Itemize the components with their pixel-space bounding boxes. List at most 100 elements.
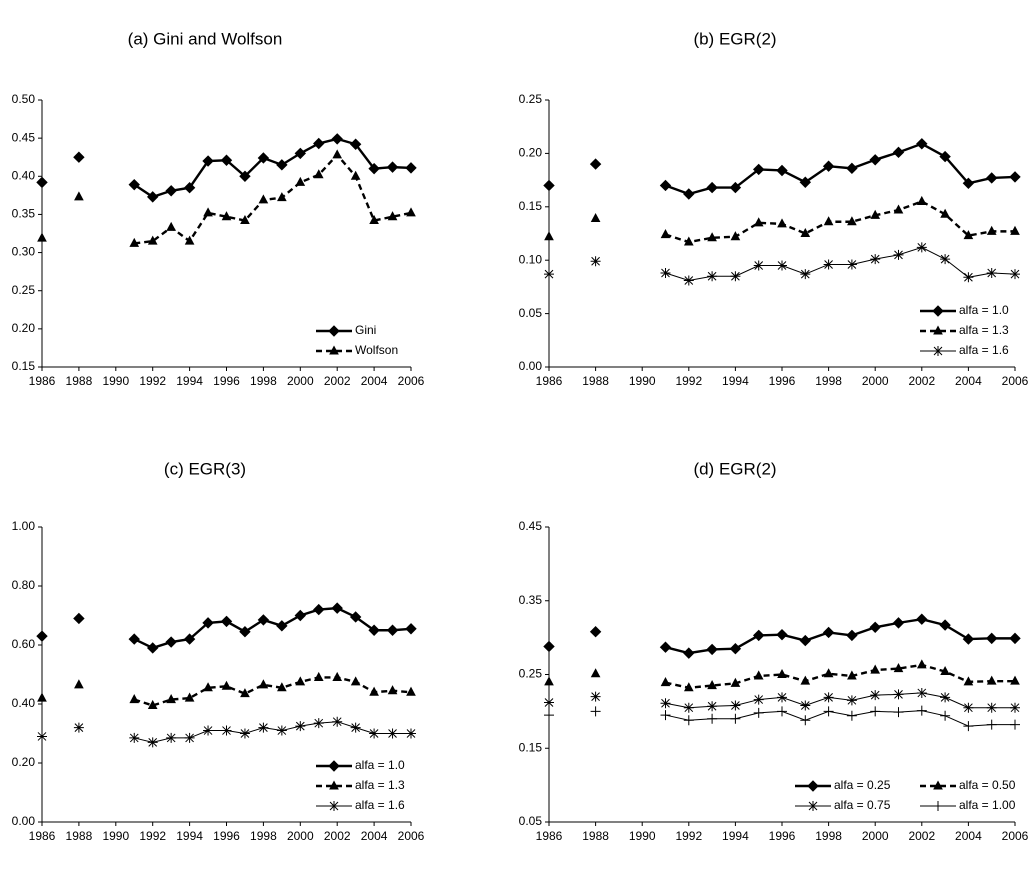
x-tick-label: 2004	[361, 829, 388, 843]
marker	[870, 254, 881, 265]
series-line	[133, 676, 412, 707]
y-tick-label: 0.20	[12, 321, 36, 335]
x-tick-label: 1986	[536, 829, 563, 843]
marker	[328, 760, 340, 772]
marker	[221, 211, 232, 221]
marker	[808, 801, 818, 811]
marker	[870, 706, 881, 717]
y-tick-label: 0.20	[12, 755, 36, 769]
x-tick-label: 2002	[324, 374, 351, 388]
y-tick-label: 0.30	[12, 245, 36, 259]
marker	[660, 229, 671, 239]
marker	[800, 227, 811, 237]
marker	[277, 682, 287, 692]
marker	[963, 676, 974, 686]
marker	[73, 722, 84, 733]
marker	[870, 664, 881, 674]
marker	[706, 643, 718, 656]
marker	[893, 689, 904, 700]
legend-label: alfa = 1.00	[959, 798, 1016, 812]
y-tick-label: 0.10	[519, 252, 543, 266]
marker	[940, 665, 950, 676]
x-tick-label: 1994	[176, 374, 203, 388]
marker	[660, 677, 671, 687]
marker	[776, 628, 788, 641]
marker	[183, 633, 196, 645]
marker	[203, 207, 213, 217]
marker	[752, 163, 765, 176]
marker	[932, 305, 944, 317]
marker	[37, 731, 47, 742]
legend-label: alfa = 0.50	[959, 778, 1016, 792]
x-tick-label: 1992	[675, 374, 702, 388]
marker	[985, 172, 998, 184]
marker	[350, 722, 361, 733]
marker	[368, 162, 380, 175]
marker	[405, 623, 417, 635]
marker	[73, 151, 85, 163]
marker	[129, 732, 140, 743]
legend-label: alfa = 1.6	[355, 798, 405, 812]
marker	[406, 728, 416, 739]
y-tick-label: 0.45	[519, 519, 543, 533]
marker	[986, 225, 997, 235]
marker	[730, 713, 741, 724]
marker	[369, 686, 379, 696]
legend-label: alfa = 1.0	[355, 758, 405, 772]
marker	[406, 207, 416, 217]
x-tick-label: 1994	[722, 829, 749, 843]
marker	[1010, 675, 1020, 685]
series-line	[665, 692, 1015, 709]
marker	[847, 670, 857, 680]
y-tick-label: 0.40	[12, 168, 36, 182]
marker	[184, 235, 195, 245]
x-tick-label: 1994	[722, 374, 749, 388]
marker	[203, 682, 213, 692]
marker	[707, 271, 718, 282]
marker	[799, 634, 812, 647]
marker	[730, 700, 741, 711]
marker	[939, 150, 951, 163]
marker	[846, 695, 857, 706]
marker	[893, 249, 904, 260]
marker	[777, 218, 787, 228]
marker	[963, 272, 974, 283]
marker	[589, 626, 602, 638]
marker	[276, 620, 288, 632]
marker	[683, 715, 694, 726]
marker	[729, 642, 742, 655]
marker	[294, 609, 307, 622]
marker	[933, 780, 943, 790]
marker	[147, 737, 158, 748]
marker	[277, 192, 287, 202]
marker	[962, 633, 975, 645]
marker	[257, 152, 270, 164]
x-tick-label: 1990	[629, 829, 656, 843]
marker	[730, 677, 741, 687]
marker	[387, 211, 398, 221]
marker	[683, 188, 695, 200]
x-tick-label: 1988	[66, 829, 93, 843]
marker	[869, 154, 881, 166]
series-line	[133, 137, 412, 199]
marker	[331, 602, 343, 614]
marker	[221, 725, 232, 736]
x-tick-label: 2004	[955, 829, 982, 843]
marker	[544, 269, 554, 280]
marker	[707, 701, 718, 712]
y-tick-label: 0.05	[519, 814, 543, 828]
marker	[985, 632, 998, 645]
marker	[940, 692, 951, 703]
series-line	[134, 153, 412, 245]
legend-label: alfa = 1.0	[959, 303, 1009, 317]
marker	[239, 728, 250, 739]
marker	[369, 214, 379, 225]
x-tick-label: 1992	[139, 829, 166, 843]
marker	[823, 259, 834, 270]
marker	[349, 138, 362, 150]
series-line	[665, 617, 1015, 655]
marker	[753, 260, 764, 271]
marker	[846, 259, 857, 270]
x-tick-label: 1996	[213, 829, 240, 843]
marker	[730, 271, 741, 282]
